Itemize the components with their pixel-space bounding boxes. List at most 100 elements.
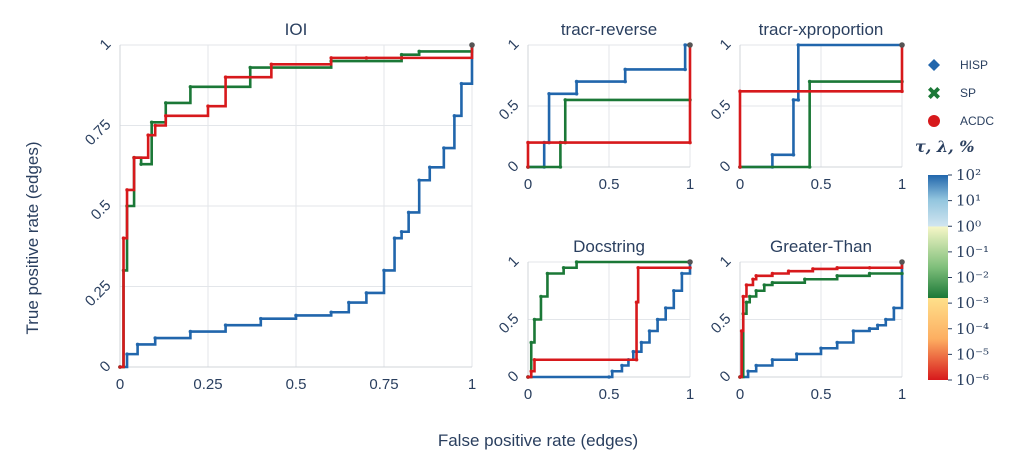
- x-axis-title: False positive rate (edges): [438, 431, 638, 450]
- colorbar-tick-label: 10¹: [956, 192, 981, 210]
- colorbar-tick-label: 10⁻¹: [956, 243, 989, 261]
- hisp-point: [683, 67, 687, 72]
- hisp-point: [406, 210, 411, 215]
- acdc-point: [153, 123, 157, 128]
- sp-point: [807, 79, 812, 84]
- colorbar-tick-label: 10⁻⁶: [956, 371, 989, 389]
- x-tick-label: 1: [898, 386, 906, 403]
- acdc-point: [811, 267, 815, 271]
- x-tick-label: 0.5: [811, 386, 832, 403]
- acdc-point: [688, 140, 692, 145]
- acdc-point: [125, 188, 129, 192]
- sp-point: [807, 165, 812, 169]
- y-tick-label: 1: [717, 36, 735, 54]
- hisp-point: [574, 79, 579, 84]
- colorbar-tick-label: 10⁰: [956, 217, 981, 235]
- acdc-marker: [928, 115, 940, 127]
- hisp-point: [620, 363, 624, 368]
- hisp-point: [663, 306, 668, 310]
- hisp-point: [623, 67, 627, 72]
- sp-point: [248, 65, 253, 70]
- acdc-point: [529, 369, 534, 374]
- hisp-point: [794, 352, 799, 356]
- acdc-point: [399, 56, 404, 60]
- hisp-point: [135, 342, 140, 347]
- x-tick-label: 0.5: [599, 176, 620, 193]
- hisp-point: [867, 326, 872, 331]
- hisp-point: [683, 43, 687, 47]
- legend-item-sp[interactable]: SP: [928, 86, 976, 100]
- hisp-point: [770, 153, 775, 157]
- sp-point: [399, 52, 404, 57]
- hisp-point: [835, 340, 839, 345]
- hisp-point: [382, 268, 386, 273]
- legend: HISP SP ACDC: [928, 58, 994, 128]
- acdc-point: [526, 375, 530, 379]
- y-tick-label: 0: [505, 158, 523, 176]
- sp-point: [417, 49, 422, 54]
- y-tick-label: 1: [505, 253, 523, 271]
- legend-item-acdc[interactable]: ACDC: [928, 114, 994, 128]
- x-tick-label: 1: [468, 376, 476, 393]
- hisp-point: [680, 271, 684, 276]
- acdc-point: [636, 265, 640, 270]
- acdc-point: [688, 265, 692, 270]
- sp-point: [545, 271, 550, 276]
- acdc-point: [526, 140, 530, 145]
- sp-point: [744, 300, 749, 305]
- acdc-point: [739, 329, 744, 333]
- acdc-point: [206, 104, 210, 108]
- hisp-point: [347, 300, 351, 305]
- sp-point: [762, 283, 767, 287]
- sp-point: [747, 294, 752, 299]
- hisp-point: [796, 98, 801, 102]
- acdc-point: [132, 155, 136, 160]
- hisp-point: [392, 236, 397, 240]
- sp-point: [149, 120, 154, 125]
- colorbar-ticks: 10² 10¹ 10⁰ 10⁻¹ 10⁻² 10⁻³ 10⁻⁴ 10⁻⁵ 10⁻⁶: [948, 166, 989, 389]
- acdc-roc-line: [526, 45, 692, 167]
- hisp-point: [294, 313, 298, 318]
- colorbar: τ, λ, % 10² 10¹ 10⁰ 10⁻¹ 10⁻² 10⁻³ 10⁻⁴ 10⁻⁵ 10⁻…: [915, 137, 989, 389]
- acdc-point: [269, 62, 274, 67]
- colorbar-tick-label: 10⁻⁵: [956, 345, 989, 363]
- legend-item-hisp[interactable]: HISP: [928, 58, 988, 72]
- sp-point: [558, 165, 563, 169]
- panel-title: tracr-reverse: [561, 20, 657, 39]
- hisp-point: [647, 329, 652, 333]
- x-tick-label: 0.25: [193, 376, 222, 393]
- hisp-point: [417, 178, 422, 183]
- hisp-point: [547, 92, 551, 96]
- x-tick-label: 1: [898, 176, 906, 193]
- acdc-roc-line: [738, 45, 904, 167]
- panel-ioi: IOI 0 0.25 0.5 0.75 1 0 0.25 0.5 0.75 1: [82, 20, 476, 393]
- hisp-point: [754, 363, 758, 368]
- endpoint-marker: [469, 42, 475, 48]
- colorbar-tick-label: 10²: [956, 166, 981, 184]
- x-tick-label: 0: [524, 176, 532, 193]
- y-tick-label: 0: [505, 368, 523, 386]
- acdc-point: [634, 300, 639, 305]
- sp-point: [532, 317, 537, 322]
- sp-point: [900, 271, 904, 276]
- hisp-point: [153, 336, 157, 340]
- acdc-point: [738, 375, 742, 379]
- acdc-roc-line: [528, 266, 690, 379]
- y-tick-label: 0.5: [88, 197, 115, 224]
- acdc-point: [738, 165, 742, 169]
- legend-label: SP: [960, 86, 976, 100]
- hisp-point: [188, 329, 193, 334]
- acdc-point: [121, 236, 126, 240]
- sp-point: [139, 162, 143, 166]
- hisp-point: [259, 316, 263, 321]
- sp-point: [754, 288, 758, 293]
- hisp-point: [655, 317, 660, 322]
- sp-point: [529, 340, 534, 345]
- hisp-point: [364, 291, 369, 295]
- colorbar-tick-label: 10⁻²: [956, 269, 989, 287]
- hisp-point: [796, 43, 801, 47]
- hisp-point: [791, 153, 796, 157]
- sp-point: [770, 280, 775, 285]
- hisp-point: [574, 92, 579, 96]
